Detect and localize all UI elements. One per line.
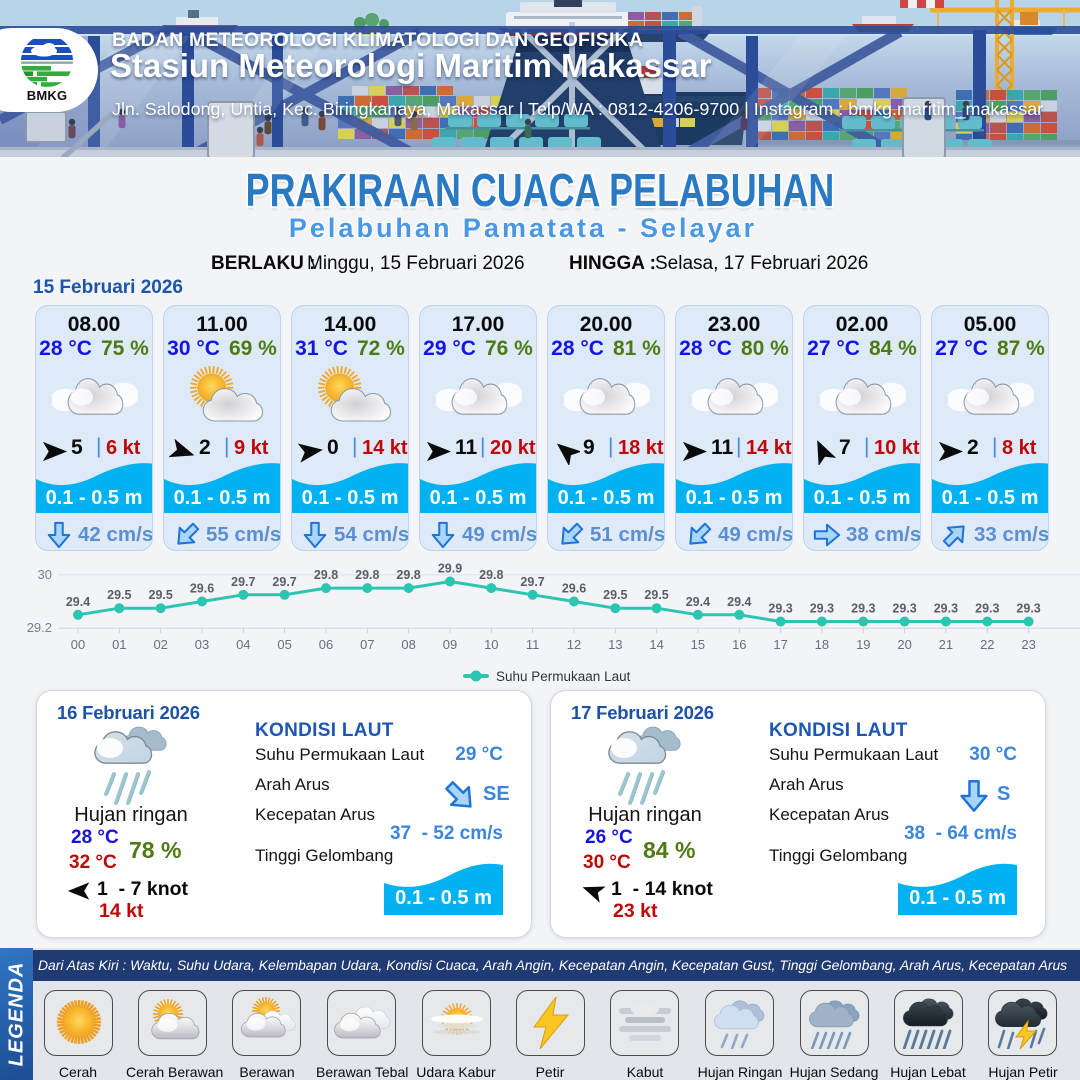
svg-text:29.3: 29.3 bbox=[768, 602, 792, 616]
svg-text:29.6: 29.6 bbox=[562, 582, 586, 596]
svg-text:29.4: 29.4 bbox=[686, 595, 710, 609]
svg-text:29.8: 29.8 bbox=[479, 568, 503, 582]
svg-text:29.5: 29.5 bbox=[644, 588, 668, 602]
svg-text:29.3: 29.3 bbox=[934, 602, 958, 616]
svg-text:01: 01 bbox=[112, 637, 126, 652]
svg-text:05: 05 bbox=[277, 637, 291, 652]
svg-text:17: 17 bbox=[773, 637, 787, 652]
svg-text:21: 21 bbox=[939, 637, 953, 652]
svg-text:29.3: 29.3 bbox=[975, 602, 999, 616]
svg-text:08: 08 bbox=[401, 637, 415, 652]
svg-text:16: 16 bbox=[732, 637, 746, 652]
svg-text:11: 11 bbox=[526, 637, 540, 652]
svg-text:29.7: 29.7 bbox=[231, 575, 255, 589]
svg-text:03: 03 bbox=[195, 637, 209, 652]
svg-text:29.4: 29.4 bbox=[727, 595, 751, 609]
svg-text:19: 19 bbox=[856, 637, 870, 652]
svg-text:15: 15 bbox=[691, 637, 705, 652]
svg-text:Suhu Permukaan Laut: Suhu Permukaan Laut bbox=[496, 669, 631, 684]
svg-text:18: 18 bbox=[815, 637, 829, 652]
svg-text:13: 13 bbox=[608, 637, 622, 652]
svg-text:29.7: 29.7 bbox=[520, 575, 544, 589]
svg-text:12: 12 bbox=[567, 637, 581, 652]
svg-text:29.3: 29.3 bbox=[892, 602, 916, 616]
svg-text:23: 23 bbox=[1021, 637, 1035, 652]
svg-text:29.5: 29.5 bbox=[603, 588, 627, 602]
svg-text:07: 07 bbox=[360, 637, 374, 652]
svg-text:29.8: 29.8 bbox=[314, 568, 338, 582]
svg-text:14: 14 bbox=[649, 637, 663, 652]
svg-text:00: 00 bbox=[71, 637, 85, 652]
svg-text:29.5: 29.5 bbox=[107, 588, 131, 602]
svg-text:10: 10 bbox=[484, 637, 498, 652]
svg-text:29.3: 29.3 bbox=[810, 602, 834, 616]
svg-text:22: 22 bbox=[980, 637, 994, 652]
svg-text:04: 04 bbox=[236, 637, 250, 652]
svg-text:29.9: 29.9 bbox=[438, 562, 462, 576]
svg-text:29.8: 29.8 bbox=[396, 568, 420, 582]
svg-text:29.3: 29.3 bbox=[851, 602, 875, 616]
svg-text:29.8: 29.8 bbox=[355, 568, 379, 582]
svg-text:02: 02 bbox=[153, 637, 167, 652]
svg-text:29.7: 29.7 bbox=[272, 575, 296, 589]
svg-text:09: 09 bbox=[443, 637, 457, 652]
svg-text:30: 30 bbox=[38, 567, 52, 582]
svg-text:20: 20 bbox=[897, 637, 911, 652]
svg-text:06: 06 bbox=[319, 637, 333, 652]
svg-text:29.4: 29.4 bbox=[66, 595, 90, 609]
svg-text:29.6: 29.6 bbox=[190, 582, 214, 596]
svg-text:29.3: 29.3 bbox=[1016, 602, 1040, 616]
svg-text:29.2: 29.2 bbox=[27, 620, 52, 635]
svg-text:29.5: 29.5 bbox=[149, 588, 173, 602]
